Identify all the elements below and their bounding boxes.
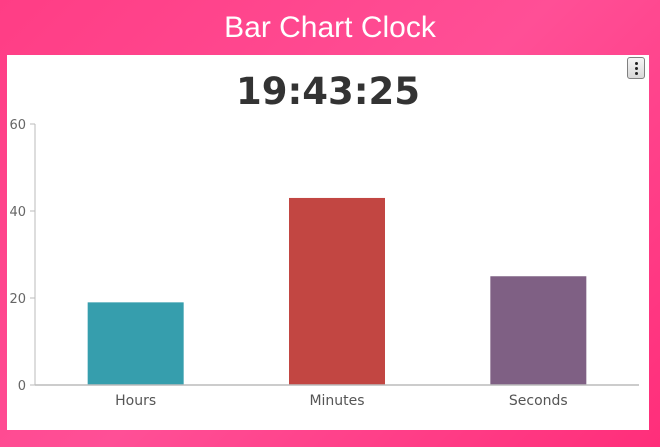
y-axis: 0 20 40 60 bbox=[9, 118, 36, 394]
bars-group bbox=[87, 197, 587, 385]
y-tick-label: 40 bbox=[9, 205, 26, 220]
chart-menu-button[interactable] bbox=[627, 57, 645, 79]
clock-time-title: 19:43:25 bbox=[236, 70, 420, 113]
x-category-label: Hours bbox=[115, 393, 156, 409]
y-tick-label: 0 bbox=[18, 379, 26, 394]
menu-dot-icon bbox=[634, 66, 638, 70]
x-category-label: Seconds bbox=[509, 393, 568, 409]
menu-dot-icon bbox=[634, 71, 638, 75]
menu-dot-icon bbox=[634, 61, 638, 65]
chart-panel: 19:43:25 0 20 40 60 Hours Minutes Seconds bbox=[7, 55, 649, 430]
x-axis: Hours Minutes Seconds bbox=[35, 384, 639, 409]
y-tick-label: 60 bbox=[9, 118, 26, 133]
bar-seconds bbox=[490, 276, 587, 385]
bar-hours bbox=[87, 302, 184, 385]
bar-chart: 19:43:25 0 20 40 60 Hours Minutes Seconds bbox=[9, 70, 639, 409]
x-category-label: Minutes bbox=[309, 393, 364, 409]
y-tick-label: 20 bbox=[9, 292, 26, 307]
app-title: Bar Chart Clock bbox=[224, 11, 436, 44]
bar-minutes bbox=[289, 197, 385, 385]
